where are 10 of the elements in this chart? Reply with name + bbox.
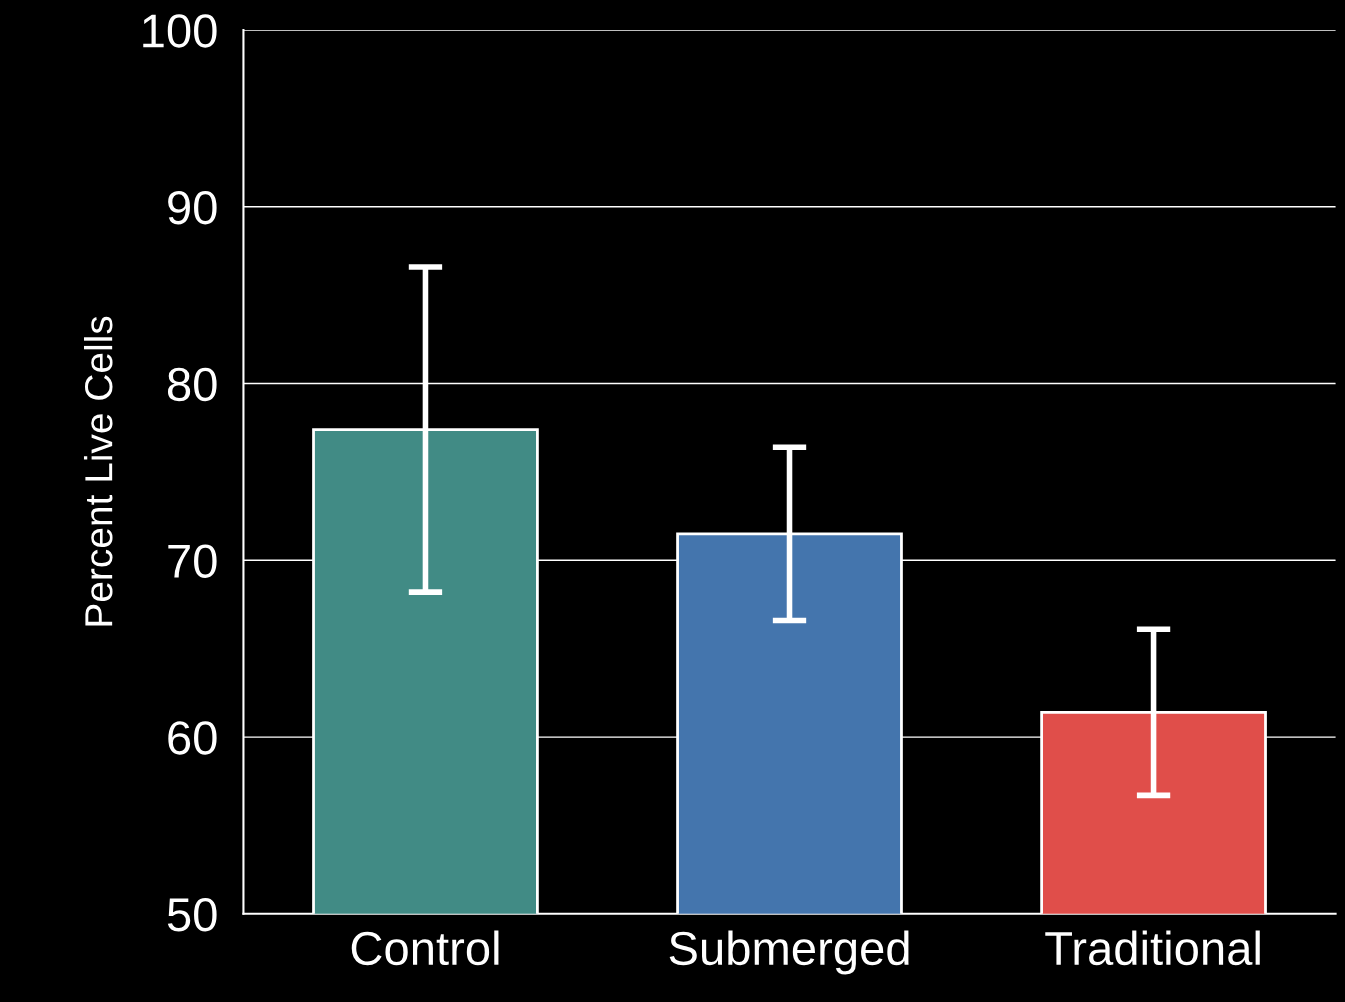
x-tick-label: Traditional — [1045, 930, 1260, 966]
x-tick-label: Submerged — [669, 930, 909, 975]
y-tick-label: 60 — [168, 721, 217, 755]
y-tick-label: 70 — [168, 544, 217, 578]
x-tick-label: Control — [351, 930, 499, 966]
y-tick-label: 80 — [167, 367, 217, 402]
y-tick-label: 100 — [143, 14, 217, 48]
y-tick-label: 90 — [168, 190, 217, 225]
y-axis-title: Percent Live Cells — [83, 316, 113, 626]
y-tick-label: 50 — [167, 897, 217, 932]
